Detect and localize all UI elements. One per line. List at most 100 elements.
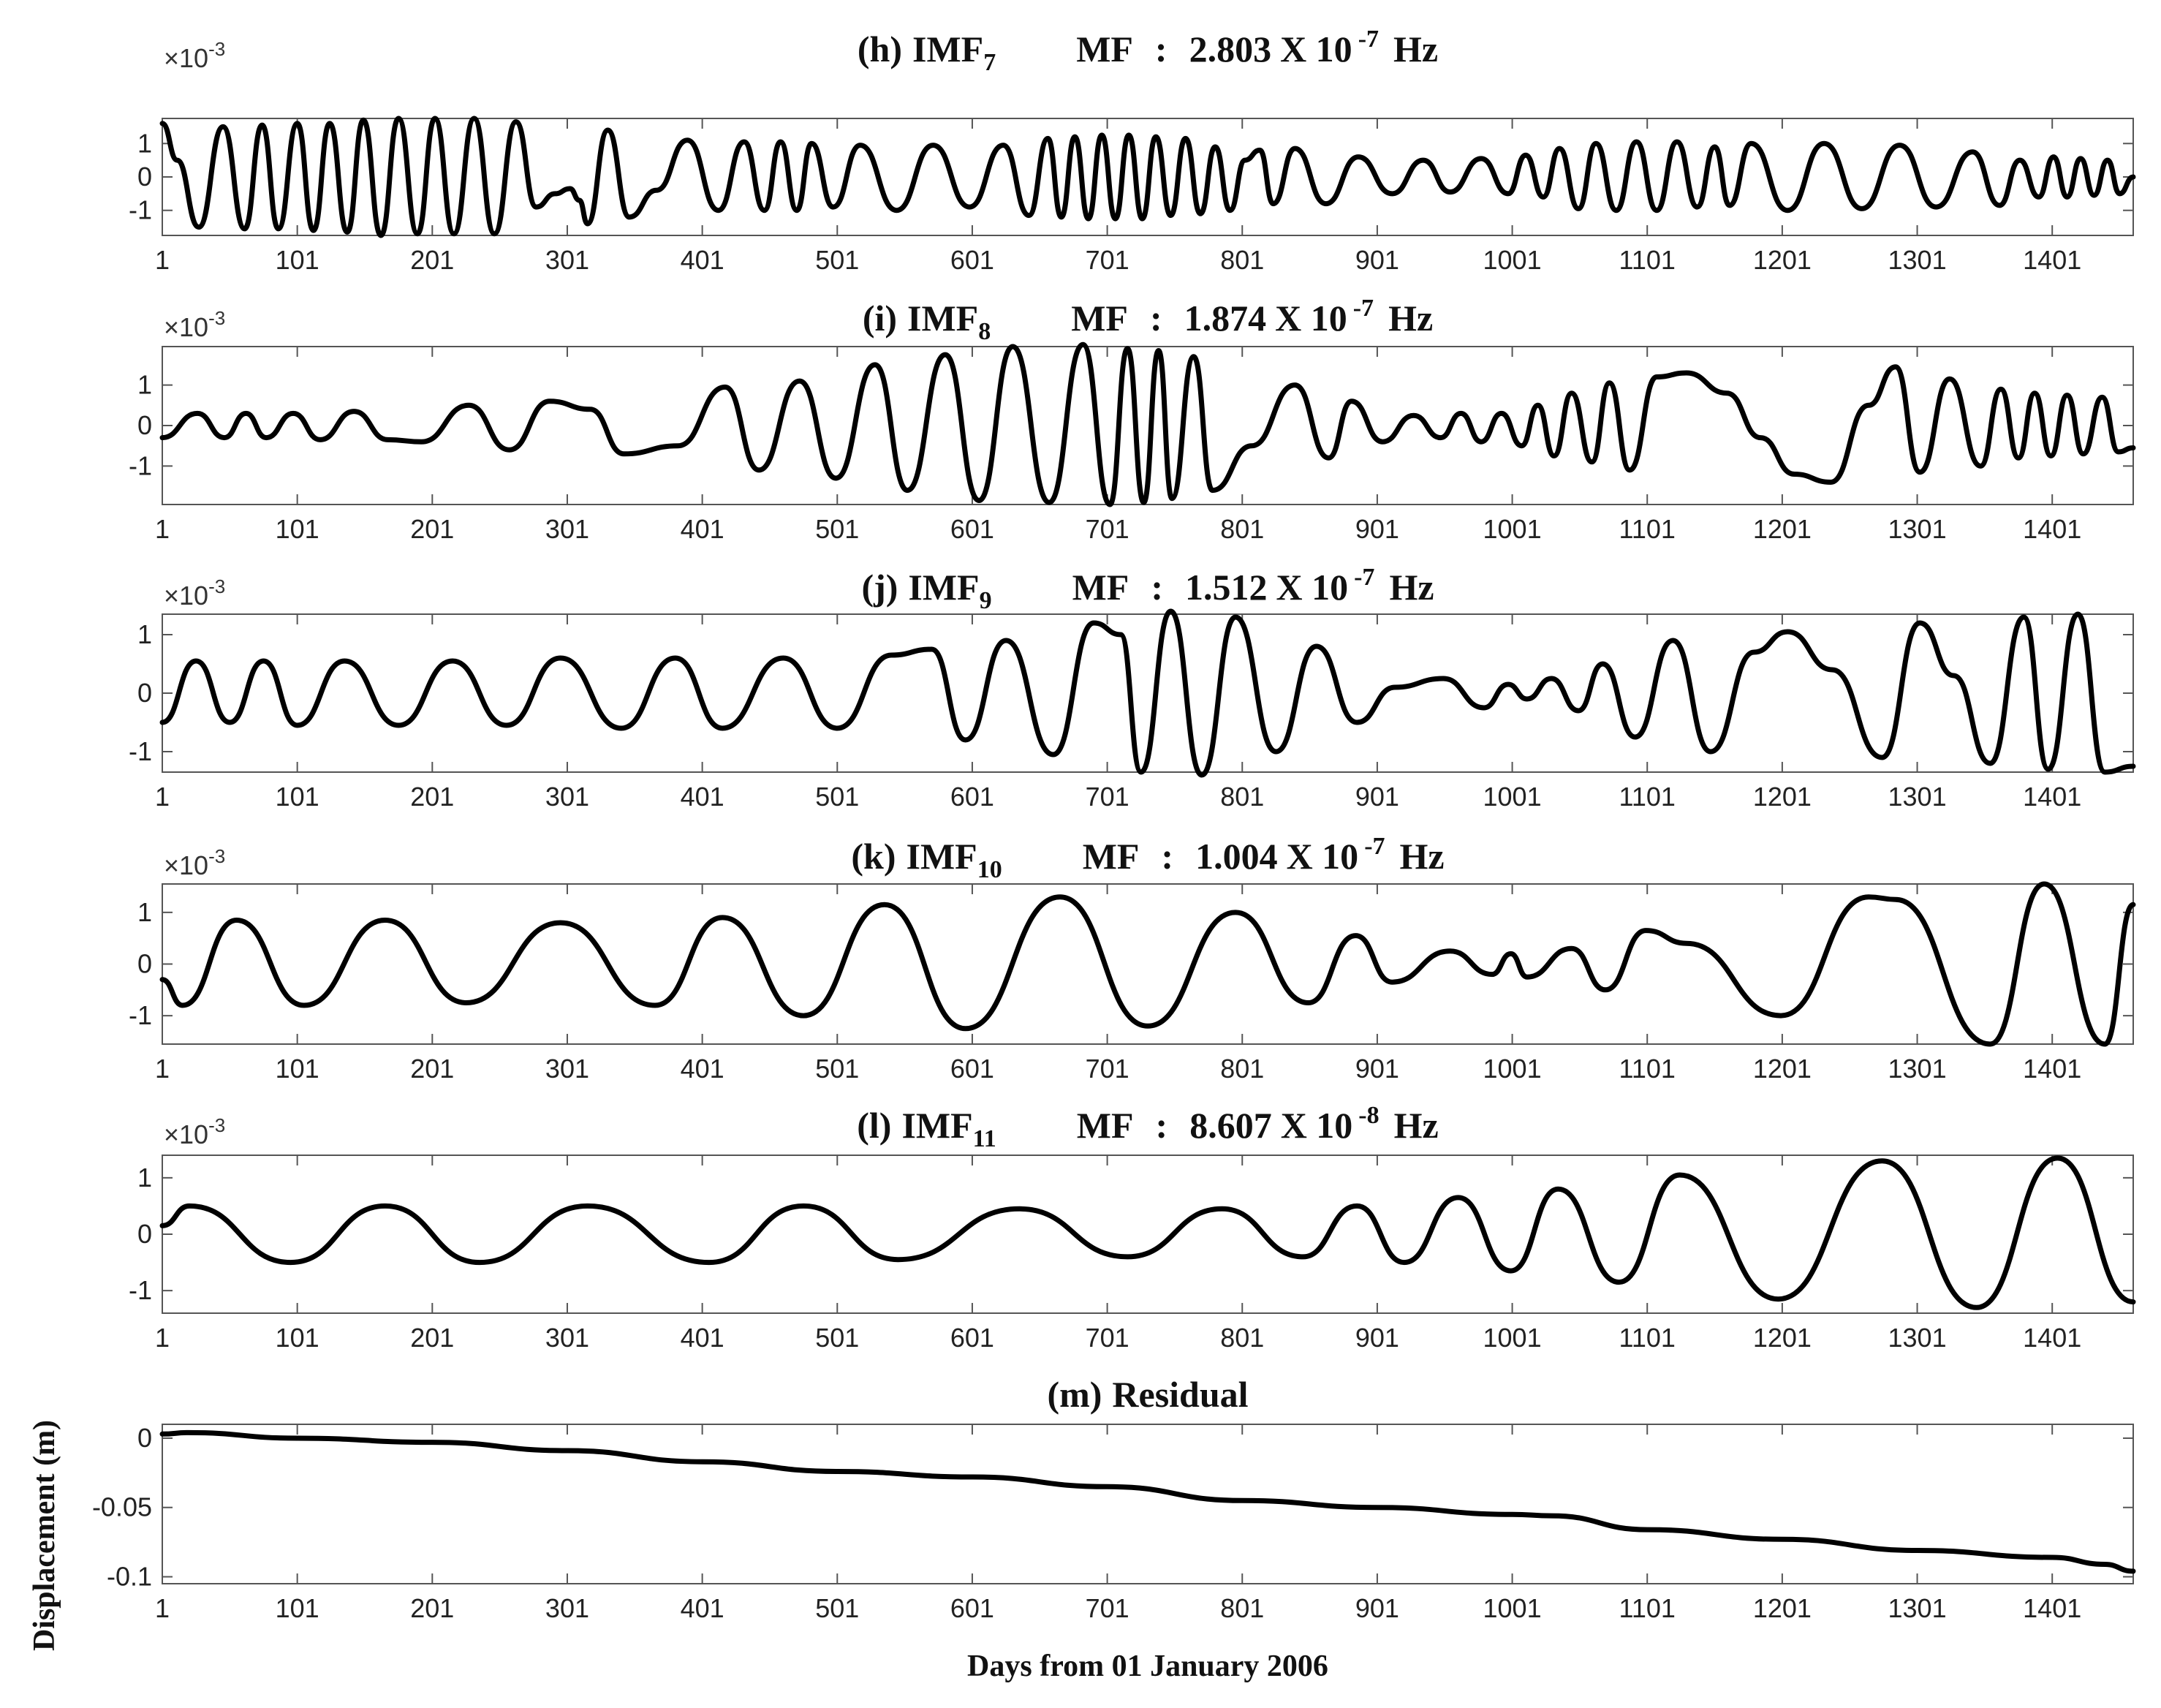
x-tick-label: 1101 <box>1619 245 1676 275</box>
x-tick-label: 901 <box>1355 782 1399 812</box>
x-tick-label: 201 <box>410 514 454 544</box>
series-line-h <box>159 116 2136 238</box>
title-mf-exponent: -8 <box>1358 1102 1379 1129</box>
title-mf-sep: : <box>1156 1105 1168 1146</box>
x-tick-label: 901 <box>1355 1593 1399 1623</box>
x-tick-label: 701 <box>1086 1054 1129 1084</box>
x-tick-label: 1 <box>155 245 170 275</box>
x-axis-label: Days from 01 January 2006 <box>967 1650 1328 1683</box>
x-tick-label: 501 <box>815 1593 859 1623</box>
x-tick-label: 401 <box>681 1593 724 1623</box>
x-tick-label: 1 <box>155 1593 170 1623</box>
series-line-l <box>159 1155 2136 1310</box>
x-tick-label: 1001 <box>1483 1593 1542 1623</box>
title-mf-sep: : <box>1151 567 1163 608</box>
x-tick-label: 301 <box>545 1593 589 1623</box>
x-tick-label: 1 <box>155 782 170 812</box>
x-tick-label: 1401 <box>2023 1323 2081 1353</box>
y-scale-factor: ×10-3 <box>164 1114 225 1149</box>
series-line-j <box>159 608 2136 778</box>
y-scale-base: ×10 <box>164 850 208 880</box>
title-component: IMF <box>907 298 978 339</box>
x-tick-label: 101 <box>276 514 319 544</box>
x-tick-label: 1301 <box>1888 782 1947 812</box>
y-tick-label: 0 <box>137 949 152 979</box>
panel-title: (h) IMF7 MF:2.803 X 10 -7 Hz <box>858 26 1438 76</box>
x-tick-label: 201 <box>410 245 454 275</box>
panel-h: 1 101 201 301 401 501 601 701 801 901 1001 1101 1201… <box>129 26 2136 275</box>
y-axis-label: Displacement (m) <box>28 1420 61 1651</box>
x-tick-label: 1001 <box>1483 514 1542 544</box>
title-mf-unit: Hz <box>1394 1105 1439 1146</box>
x-tick-label: 601 <box>950 1593 994 1623</box>
title-mf-unit: Hz <box>1400 836 1445 877</box>
y-scale-exponent: -3 <box>208 575 225 597</box>
title-mf-label: MF <box>1077 1105 1134 1146</box>
panel-j: 1 101 201 301 401 501 601 701 801 901 1001 1101 1201… <box>129 564 2136 812</box>
title-component: IMF <box>906 836 977 877</box>
axes-box <box>162 1155 2134 1314</box>
x-tick-label: 101 <box>276 1054 319 1084</box>
x-tick-label: 1401 <box>2023 245 2081 275</box>
title-mf-unit: Hz <box>1393 29 1438 69</box>
title-mf-sep: : <box>1155 29 1167 69</box>
y-tick-label: 1 <box>137 619 152 649</box>
x-tick-label: 1301 <box>1888 1323 1947 1353</box>
x-tick-label: 401 <box>681 245 724 275</box>
title-panel: (l) <box>857 1105 891 1146</box>
x-tick-label: 401 <box>681 514 724 544</box>
series-line-i <box>159 341 2136 507</box>
y-scale-exponent: -3 <box>208 38 225 60</box>
title-mf-sep: : <box>1161 836 1173 877</box>
panel-title: (j) IMF9 MF:1.512 X 10 -7 Hz <box>861 564 1434 614</box>
x-tick-label: 301 <box>545 1323 589 1353</box>
y-tick-label: -0.05 <box>92 1492 152 1522</box>
title-component: IMF <box>908 567 979 608</box>
panel-m: 1 101 201 301 401 501 601 701 801 901 1001 1101 1201… <box>28 1374 2136 1683</box>
y-scale-factor: ×10-3 <box>164 575 225 611</box>
x-tick-label: 801 <box>1220 1054 1264 1084</box>
x-tick-label: 401 <box>681 782 724 812</box>
x-tick-label: 1201 <box>1753 782 1812 812</box>
x-tick-label: 1001 <box>1483 1054 1542 1084</box>
title-mf-sep: : <box>1150 298 1162 339</box>
title-panel: (m) <box>1047 1374 1102 1415</box>
x-tick-label: 301 <box>545 782 589 812</box>
y-scale-exponent: -3 <box>208 307 225 329</box>
x-tick-label: 1401 <box>2023 1054 2081 1084</box>
x-tick-label: 801 <box>1220 782 1264 812</box>
x-tick-label: 201 <box>410 782 454 812</box>
y-tick-label: 1 <box>137 128 152 158</box>
y-tick-label: -1 <box>129 450 152 480</box>
x-tick-label: 101 <box>276 1593 319 1623</box>
x-tick-label: 901 <box>1355 1054 1399 1084</box>
x-tick-label: 801 <box>1220 1593 1264 1623</box>
x-tick-label: 501 <box>815 245 859 275</box>
y-tick-label: 1 <box>137 897 152 927</box>
y-tick-label: -0.1 <box>107 1562 152 1592</box>
x-tick-label: 1401 <box>2023 514 2081 544</box>
x-tick-label: 1 <box>155 1054 170 1084</box>
y-tick-label: 0 <box>137 162 152 192</box>
y-tick-label: -1 <box>129 736 152 766</box>
title-panel: (i) <box>863 298 897 339</box>
x-tick-label: 1 <box>155 1323 170 1353</box>
x-tick-label: 1301 <box>1888 245 1947 275</box>
title-mf-times: X 10 <box>1276 567 1349 608</box>
x-tick-label: 101 <box>276 782 319 812</box>
y-scale-base: ×10 <box>164 312 208 342</box>
y-scale-exponent: -3 <box>208 845 225 867</box>
x-tick-label: 1201 <box>1753 245 1812 275</box>
title-index: 11 <box>973 1125 996 1152</box>
title-mf-times: X 10 <box>1287 836 1359 877</box>
title-panel: (h) <box>858 29 902 69</box>
title-index: 9 <box>980 587 992 614</box>
x-tick-label: 101 <box>276 1323 319 1353</box>
x-tick-label: 901 <box>1355 1323 1399 1353</box>
x-tick-label: 501 <box>815 1054 859 1084</box>
x-tick-label: 701 <box>1086 1593 1129 1623</box>
title-mf-unit: Hz <box>1388 298 1433 339</box>
x-tick-label: 1101 <box>1619 514 1676 544</box>
title-index: 7 <box>983 49 996 76</box>
title-mf-times: X 10 <box>1281 1105 1353 1146</box>
